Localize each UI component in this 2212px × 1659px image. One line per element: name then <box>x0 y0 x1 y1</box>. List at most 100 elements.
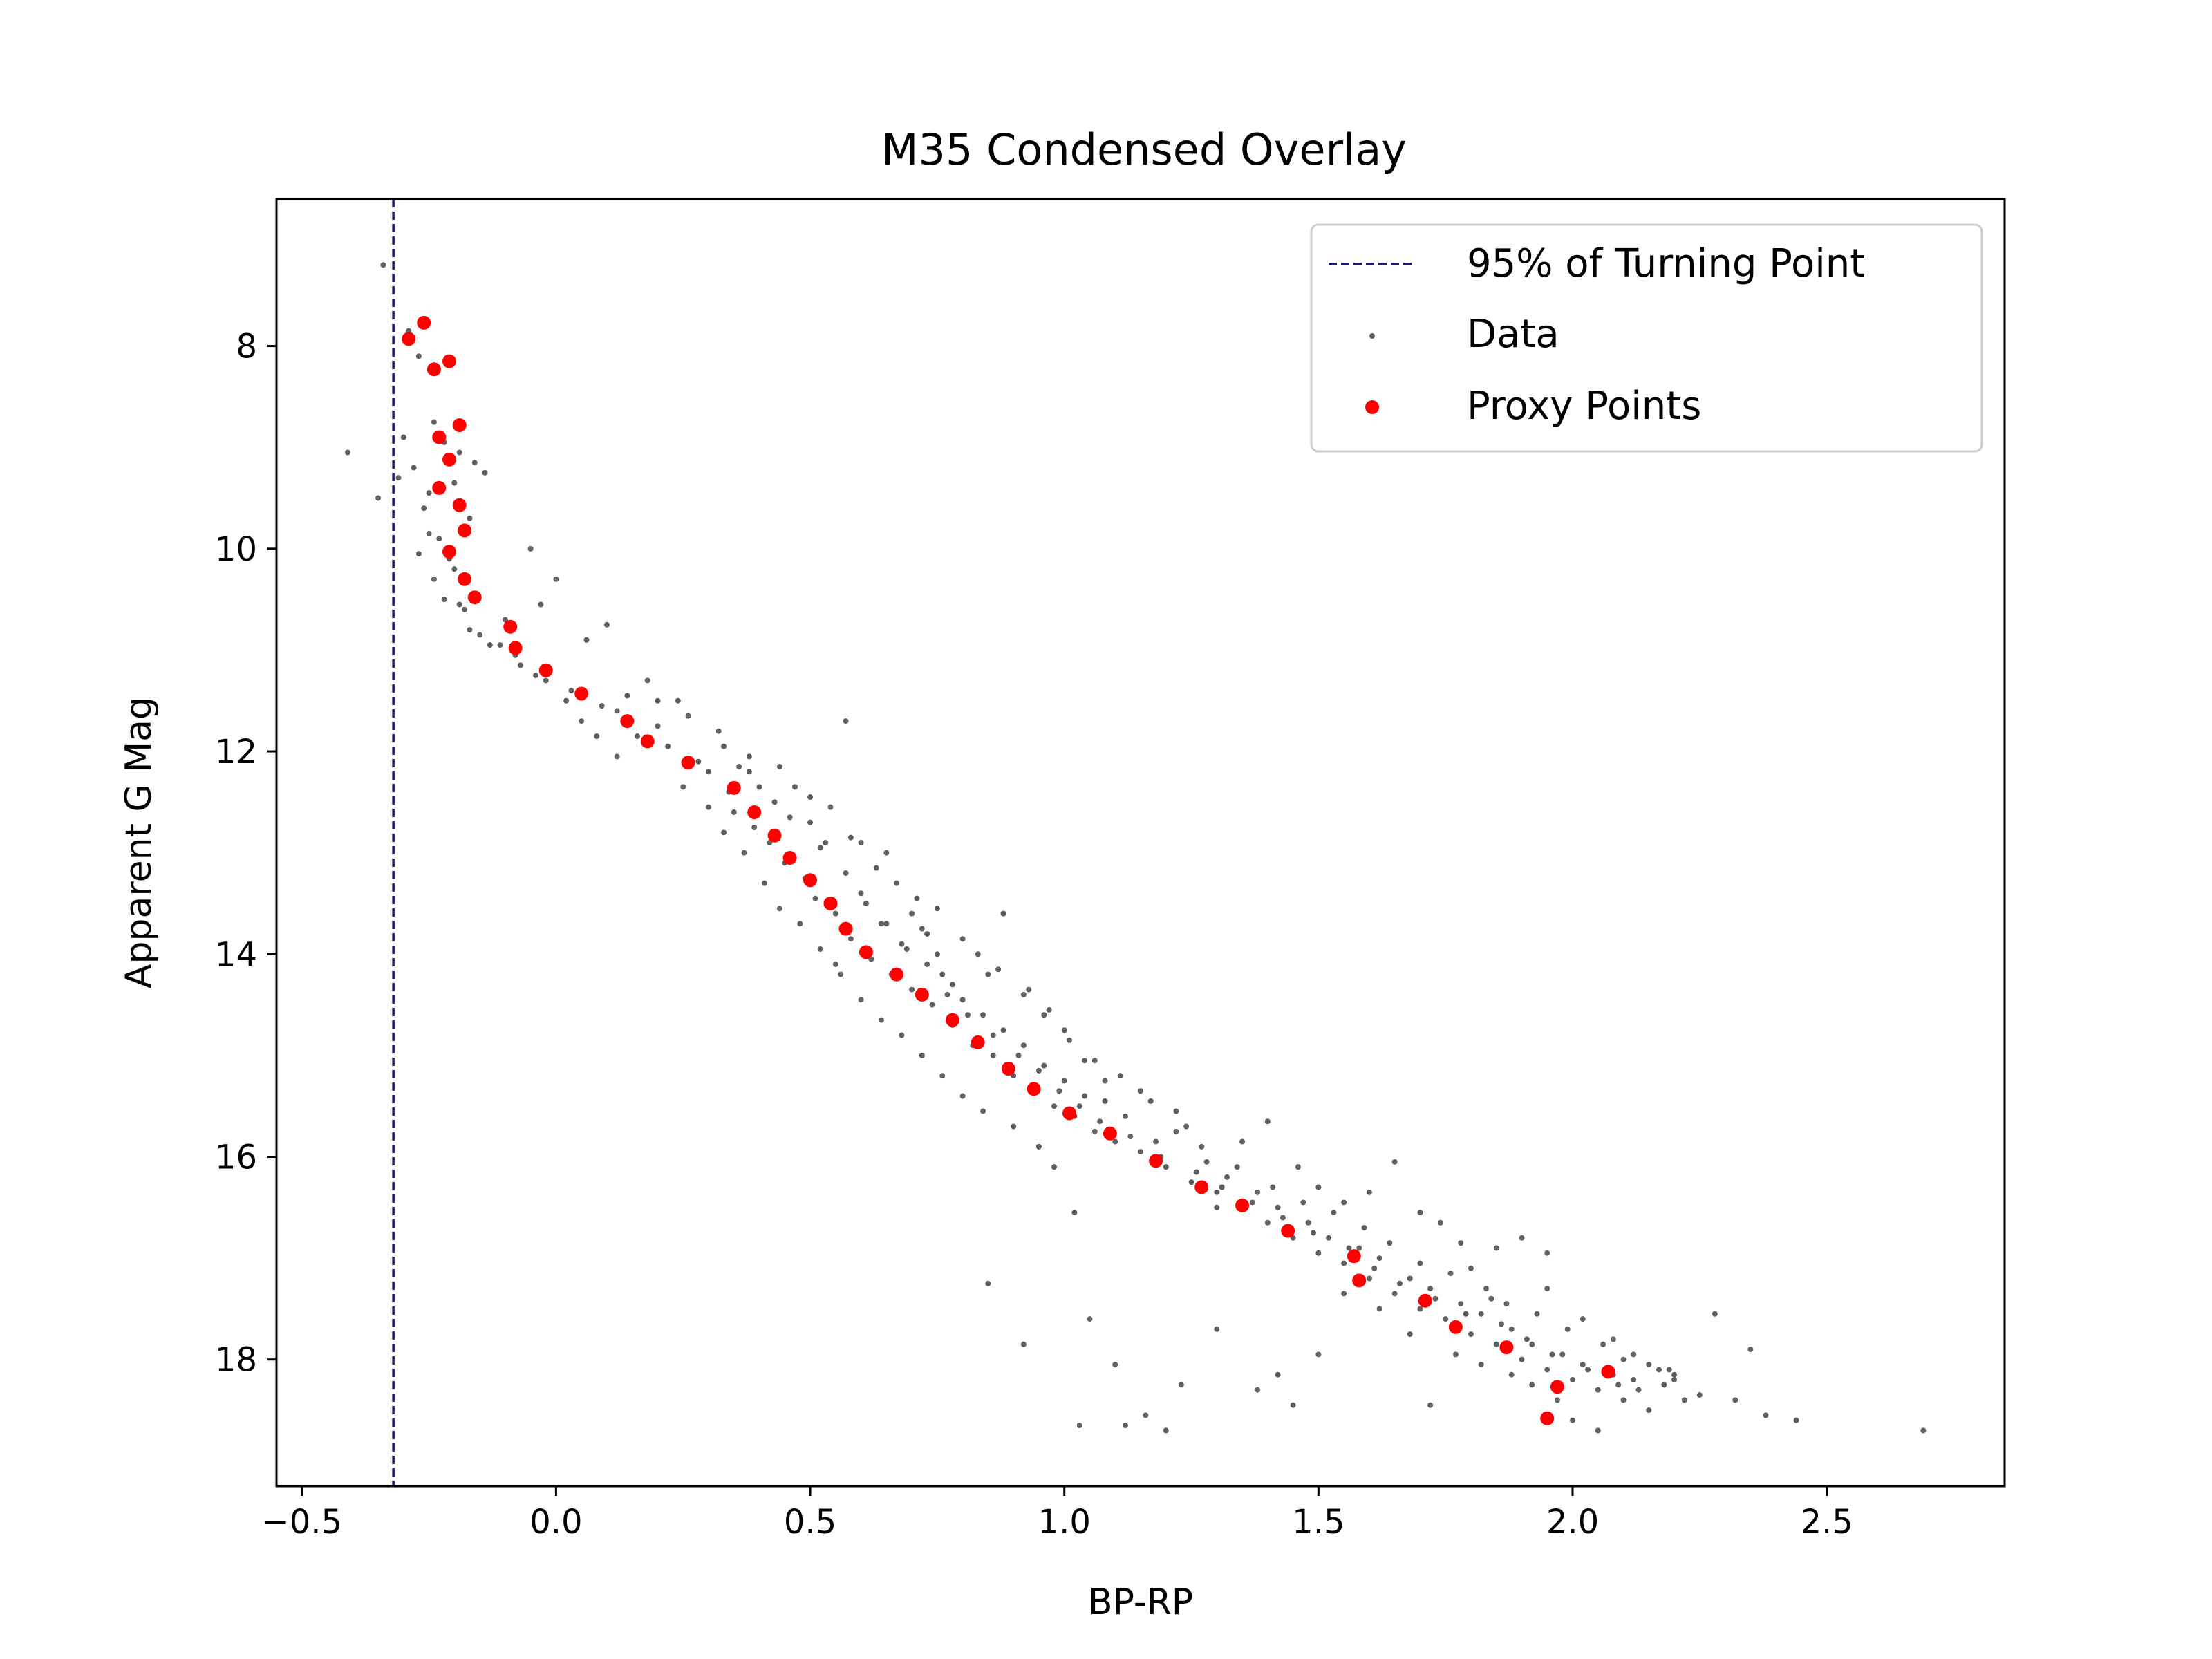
data-point <box>431 419 437 425</box>
data-point <box>721 830 727 836</box>
data-point <box>1437 1219 1443 1226</box>
y-tick-label: 18 <box>215 1341 257 1380</box>
proxy-point <box>782 850 797 865</box>
legend: 95% of Turning Point Data Proxy Points <box>1310 223 1983 453</box>
data-point <box>603 621 610 628</box>
data-point <box>959 997 966 1003</box>
legend-marker-proxy <box>1365 400 1379 414</box>
data-point <box>1112 1362 1118 1368</box>
legend-label-data: Data <box>1467 312 1559 357</box>
proxy-point <box>1540 1411 1555 1425</box>
y-tick-label: 8 <box>236 328 257 366</box>
data-point <box>1214 1204 1220 1210</box>
data-point <box>797 921 803 927</box>
data-point <box>1275 1371 1281 1378</box>
data-point <box>1397 1280 1403 1286</box>
data-point <box>1366 1189 1372 1195</box>
data-point <box>1035 1143 1042 1150</box>
legend-marker-data <box>1369 333 1375 339</box>
data-point <box>838 971 844 977</box>
data-point <box>426 530 432 536</box>
data-point <box>1091 1058 1098 1064</box>
data-point <box>1666 1367 1672 1373</box>
data-point <box>995 966 1002 973</box>
data-point <box>1041 1012 1047 1018</box>
data-point <box>1493 1245 1499 1251</box>
data-point <box>665 743 671 749</box>
data-point <box>975 951 981 957</box>
data-point <box>1458 1240 1464 1246</box>
data-point <box>553 576 559 582</box>
data-point <box>1620 1397 1627 1403</box>
data-point <box>1661 1382 1667 1388</box>
proxy-point <box>1550 1380 1564 1394</box>
x-axis-ticks: −0.5 0.0 0.5 1.0 1.5 2.0 2.5 <box>261 1486 1853 1541</box>
data-point <box>909 986 915 993</box>
data-point <box>843 718 849 724</box>
proxy-point <box>1062 1106 1077 1121</box>
data-point <box>635 733 641 740</box>
data-point <box>655 697 661 704</box>
data-point <box>761 880 767 886</box>
data-point <box>1046 1006 1052 1013</box>
proxy-point <box>442 354 456 368</box>
data-point <box>1443 1316 1449 1322</box>
data-point <box>568 688 574 694</box>
data-point <box>1163 1164 1169 1170</box>
proxy-point <box>838 921 853 936</box>
proxy-point <box>432 480 447 495</box>
data-point <box>1524 1336 1530 1342</box>
data-point <box>1570 1377 1575 1383</box>
data-point <box>1519 1356 1525 1362</box>
data-point <box>879 921 884 927</box>
data-point <box>965 1012 971 1018</box>
data-point <box>1549 1351 1555 1358</box>
data-point <box>847 936 854 942</box>
data-point <box>1214 1189 1220 1195</box>
data-point <box>807 794 814 800</box>
data-point <box>1427 1402 1434 1408</box>
data-point <box>1391 1291 1398 1297</box>
data-point <box>695 758 702 765</box>
data-point <box>1199 1143 1205 1150</box>
data-point <box>924 930 930 937</box>
data-point <box>395 475 402 481</box>
data-point <box>421 505 427 512</box>
data-point <box>462 606 468 612</box>
data-point <box>883 850 890 856</box>
y-tick-label: 14 <box>215 935 257 974</box>
data-point <box>1595 1387 1601 1393</box>
data-point <box>1508 1326 1515 1332</box>
data-point <box>792 784 798 790</box>
data-point <box>436 536 442 542</box>
data-point <box>1529 1341 1535 1347</box>
data-point <box>477 632 483 638</box>
data-point <box>1249 1199 1255 1206</box>
data-point <box>817 845 823 851</box>
data-point <box>1015 1052 1022 1058</box>
data-point <box>644 677 650 684</box>
data-point <box>1376 1255 1382 1262</box>
data-point <box>614 753 620 760</box>
data-point <box>1341 1199 1347 1206</box>
data-point <box>1224 1174 1230 1180</box>
data-point <box>1508 1371 1515 1378</box>
proxy-point <box>1149 1154 1163 1168</box>
data-point <box>1712 1311 1718 1317</box>
data-point <box>934 951 940 957</box>
data-point <box>1544 1250 1550 1256</box>
data-point <box>1102 1098 1108 1104</box>
data-point <box>1417 1306 1423 1312</box>
data-point <box>1458 1301 1464 1307</box>
data-point <box>1468 1331 1474 1338</box>
proxy-point <box>747 805 762 820</box>
data-point <box>1280 1215 1286 1221</box>
data-point <box>827 804 834 810</box>
data-point <box>873 865 879 871</box>
proxy-point <box>1235 1198 1250 1212</box>
data-point <box>1600 1341 1606 1347</box>
data-point <box>1478 1311 1484 1317</box>
data-point <box>1000 1027 1006 1033</box>
data-point <box>1041 1062 1047 1069</box>
